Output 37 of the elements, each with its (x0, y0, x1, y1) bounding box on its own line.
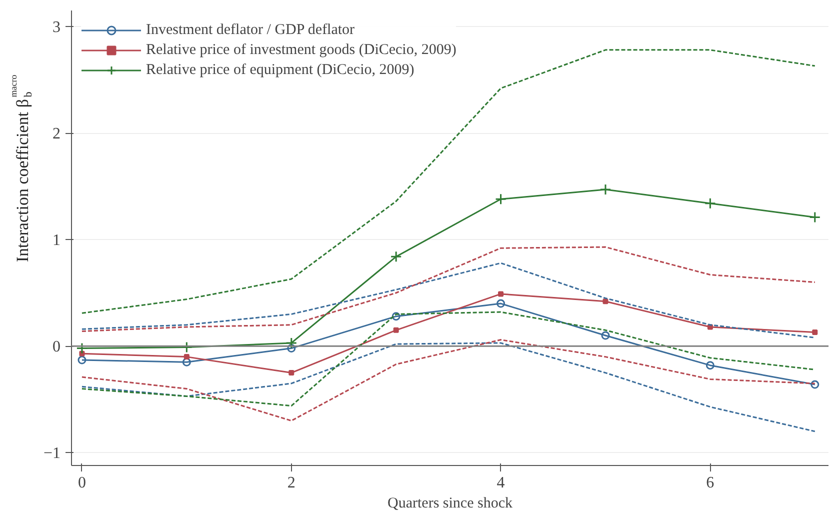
x-tick-label: 2 (287, 474, 296, 492)
point (180, 341, 192, 353)
point (602, 298, 608, 304)
point (600, 184, 612, 196)
point (498, 291, 504, 297)
y-tick-label: −1 (43, 445, 61, 462)
legend-label: Relative price of equipment (DiCecio, 2009) (146, 61, 414, 79)
x-tick-label: 0 (78, 474, 86, 492)
point (182, 358, 191, 366)
point (812, 330, 818, 336)
legend-label: Relative price of investment goods (DiCecio, 2009) (146, 41, 456, 59)
y-axis-title: Interaction coefficient βbmacro (8, 74, 34, 262)
point (706, 361, 714, 370)
point (392, 312, 400, 321)
line-series (81, 311, 816, 407)
x-tick-label: 4 (496, 474, 505, 492)
y-tick-label: 1 (52, 232, 60, 250)
y-tick-label: 2 (52, 126, 60, 143)
y-tick-label: 0 (52, 338, 60, 356)
point (495, 193, 507, 205)
x-axis-title: Quarters since shock (388, 496, 513, 512)
point (390, 250, 402, 262)
point (288, 370, 294, 376)
line-series (81, 246, 816, 332)
point (287, 344, 296, 353)
point (76, 342, 88, 354)
point (286, 337, 298, 349)
point (496, 299, 506, 308)
point (601, 331, 610, 340)
y-tick-label: 3 (52, 18, 60, 36)
x-tick-label: 6 (706, 474, 714, 492)
point (704, 198, 716, 210)
point (809, 211, 821, 223)
line-series (81, 262, 816, 338)
legend-label: Investment deflator / GDP deflator (146, 21, 355, 39)
point (184, 354, 190, 360)
point (393, 327, 399, 333)
